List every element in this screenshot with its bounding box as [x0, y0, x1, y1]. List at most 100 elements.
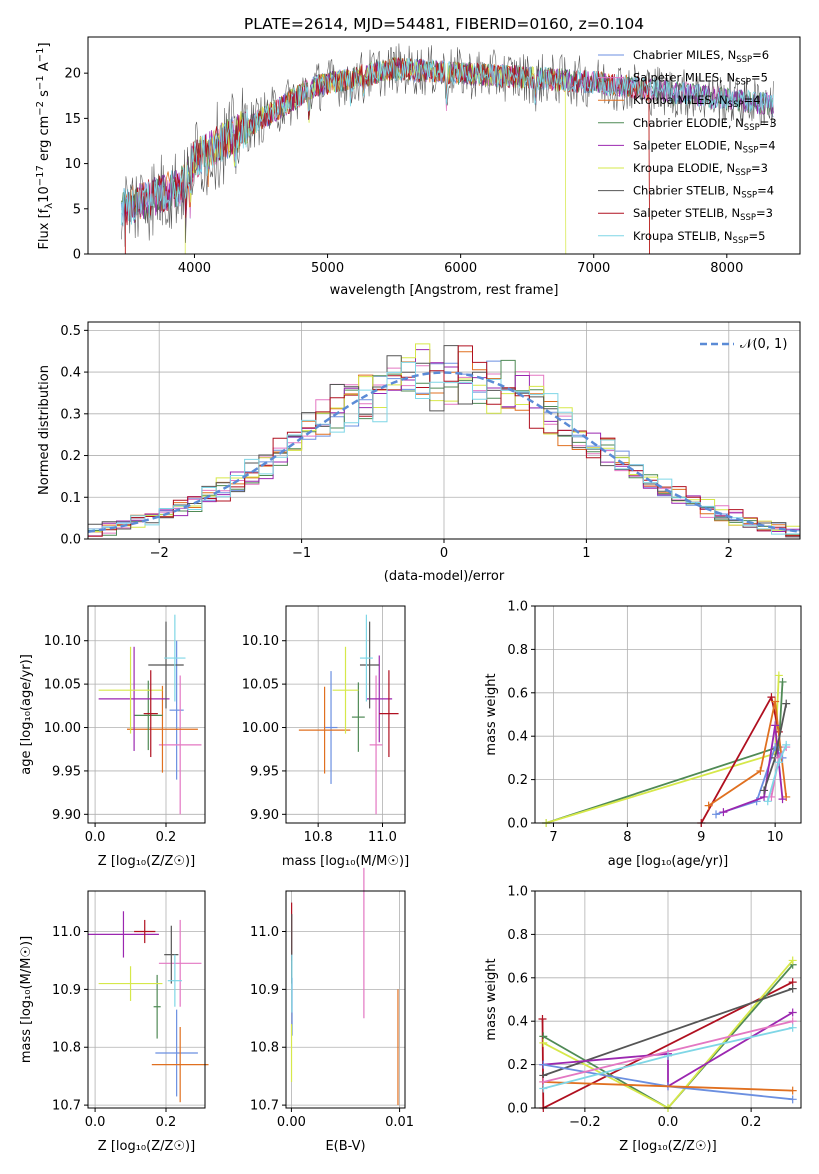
y-tick-label: 0.0: [507, 817, 528, 832]
y-tick-label: 11.0: [52, 925, 81, 940]
y-tick-label: 10.00: [242, 721, 279, 736]
weight-point-marker: [788, 1023, 797, 1032]
weight-point-marker: [704, 801, 713, 810]
y-tick-label: 0.4: [507, 1015, 528, 1030]
ylabel-b: λ: [44, 203, 55, 209]
ylabel-h: −1: [35, 75, 46, 90]
mass-vs-metallicity-panel: 0.0 0.2 10.7 10.8 10.9 11.0 Z [log₁₀(Z/Z☉)] mas…: [19, 890, 209, 1154]
weight-point-marker: [771, 721, 780, 730]
weight-point-marker: [788, 984, 797, 993]
y-axis-label: mass [log₁₀(M/M☉)]: [19, 936, 34, 1063]
residual-histogram-panel: −2 −1 0 1 2 0.0 0.1 0.2 0.3 0.4 0.5 𝒩(0, 1) (data-…: [37, 321, 801, 584]
weight-point-marker: [763, 797, 772, 806]
x-tick-label: 7: [549, 830, 557, 845]
weight-point-marker: [788, 1008, 797, 1017]
weight-point-marker: [756, 766, 765, 775]
weight-series-line: [545, 681, 784, 824]
legend-entry-count: =3: [760, 116, 777, 130]
legend-entry-count: =5: [751, 71, 768, 85]
x-axis-label: age [log₁₀(age/yr)]: [608, 854, 729, 869]
weight-point-marker: [539, 1084, 548, 1093]
y-axis-label: mass weight: [484, 958, 499, 1040]
weight-point-marker: [788, 956, 797, 965]
legend-entry-label: Kroupa ELODIE, N: [633, 161, 735, 175]
y-tick-label: 0.8: [507, 928, 528, 943]
y-tick-label: 10.10: [242, 634, 279, 649]
x-tick-label: −1: [292, 546, 311, 561]
y-tick-label: 0.5: [60, 324, 81, 339]
age-vs-mass-panel: 10.8 11.0 9.90 9.95 10.00 10.05 10.10 mass [log…: [242, 605, 409, 869]
y-tick-label: 11.0: [250, 925, 279, 940]
ylabel-a: Flux [f: [37, 208, 52, 249]
y-tick-label: 5: [73, 202, 81, 217]
legend-entry-count: =4: [759, 138, 776, 152]
legend-entry-count: =3: [756, 206, 773, 220]
y-tick-label: 9.95: [52, 764, 81, 779]
y-tick-label: 20: [64, 67, 81, 82]
x-tick-label: 10.8: [304, 830, 333, 845]
y-tick-label: 9.95: [250, 764, 279, 779]
legend-entry: Kroupa STELIB, NSSP=5: [633, 229, 765, 246]
y-tick-label: 10.10: [44, 634, 81, 649]
y-tick-label: 0.6: [507, 686, 528, 701]
x-tick-label: 0.0: [85, 1115, 106, 1130]
y-tick-label: 10.7: [250, 1099, 279, 1114]
legend-entry-count: =3: [751, 161, 768, 175]
y-tick-label: 0: [73, 248, 81, 263]
spectrum-series-line: [124, 57, 650, 255]
y-tick-label: 15: [64, 112, 81, 127]
histogram-xlabel: (data-model)/error: [384, 569, 505, 584]
histogram-series-step: [87, 361, 800, 539]
histogram-legend: 𝒩(0, 1): [700, 337, 787, 352]
y-tick-label: 10.8: [52, 1041, 81, 1056]
y-axis-label: age [log₁₀(age/yr)]: [19, 654, 34, 775]
legend-entry: Chabrier MILES, NSSP=6: [633, 48, 769, 65]
legend-entry-label: Chabrier STELIB, N: [633, 184, 741, 198]
x-axis-label: Z [log₁₀(Z/Z☉)]: [98, 854, 195, 869]
y-tick-label: 0.6: [507, 971, 528, 986]
legend-entry-count: =4: [757, 184, 774, 198]
normal-curve: [87, 371, 801, 533]
x-tick-label: 7000: [577, 261, 610, 276]
weight-point-marker: [778, 795, 787, 804]
y-tick-label: 10.00: [44, 721, 81, 736]
weight-series-line: [543, 1081, 793, 1092]
weight-point-marker: [782, 740, 791, 749]
weight-series-line: [545, 675, 780, 824]
y-tick-label: 1.0: [507, 885, 528, 900]
weight-point-marker: [788, 1095, 797, 1104]
weight-point-marker: [760, 786, 769, 795]
legend-entry: Chabrier ELODIE, NSSP=3: [633, 116, 777, 133]
ylabel-f: −2: [35, 101, 46, 116]
x-tick-label: 6000: [444, 261, 477, 276]
axes-frame: [87, 890, 206, 1109]
axes-frame: [285, 605, 406, 824]
spectrum-xlabel: wavelength [Angstrom, rest frame]: [330, 283, 559, 298]
x-tick-label: 9: [697, 830, 705, 845]
legend-entry-sub: SSP: [741, 191, 757, 201]
y-tick-label: 0.2: [60, 449, 81, 464]
y-tick-label: 9.90: [52, 808, 81, 823]
y-tick-label: 0.0: [507, 1102, 528, 1117]
weight-point-marker: [788, 1086, 797, 1095]
x-tick-label: −0.2: [569, 1115, 601, 1130]
mass-weight-vs-age-panel: 7 8 9 10 0.0 0.2 0.4 0.6 0.8 1.0 age [log₁₀(age/yr…: [484, 600, 802, 869]
normal-legend-label: 𝒩(0, 1): [740, 337, 787, 352]
y-tick-label: 10.7: [52, 1099, 81, 1114]
spectrum-series-line: [184, 56, 567, 255]
x-tick-label: 8000: [710, 261, 743, 276]
legend-entry-label: Salpeter MILES, N: [633, 71, 735, 85]
legend-entry-sub: SSP: [728, 100, 744, 110]
weight-point-marker: [782, 792, 791, 801]
axes-frame: [534, 890, 802, 1109]
spectrum-ylabel: Flux [fλ10−17 erg cm−2 s−1 A−1]: [35, 42, 55, 249]
y-tick-label: 0.2: [507, 1058, 528, 1073]
y-tick-label: 10.9: [250, 983, 279, 998]
x-tick-label: 0.2: [156, 830, 177, 845]
ylabel-e: erg cm: [37, 116, 52, 165]
legend-entry-sub: SSP: [735, 78, 751, 88]
spectrum-title: PLATE=2614, MJD=54481, FIBERID=0160, z=0…: [244, 15, 644, 33]
legend-entry: Chabrier STELIB, NSSP=4: [633, 184, 774, 201]
x-tick-label: 0.0: [85, 830, 106, 845]
